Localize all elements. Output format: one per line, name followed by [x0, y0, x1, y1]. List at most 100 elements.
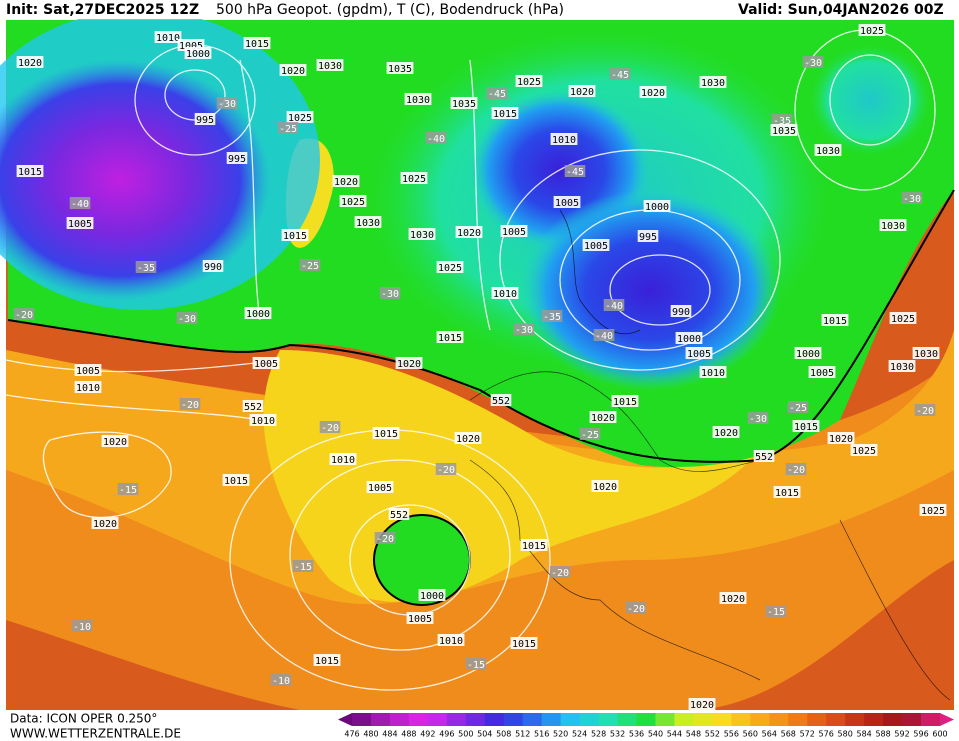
pressure-label: 552 — [755, 452, 773, 463]
temperature-label: -25 — [301, 261, 319, 272]
colorbar-swatch — [617, 713, 638, 726]
label-box — [490, 394, 512, 406]
pressure-label: 990 — [204, 262, 222, 273]
colorbar-swatch — [484, 713, 505, 726]
label-box — [919, 504, 947, 516]
colorbar-tick-label: 516 — [534, 730, 549, 739]
label-box — [753, 450, 775, 462]
label-box — [16, 56, 44, 68]
pressure-label: 1005 — [555, 198, 579, 209]
temperature-label: -20 — [321, 423, 339, 434]
label-box — [688, 698, 716, 710]
pressure-label: 1020 — [457, 228, 481, 239]
colorbar-tick-label: 560 — [743, 730, 758, 739]
colorbar-tick-label: 584 — [856, 730, 871, 739]
temperature-label: -20 — [551, 568, 569, 579]
pressure-label: 1025 — [517, 77, 541, 88]
label-box — [386, 62, 414, 74]
temperature-label: -30 — [218, 99, 236, 110]
label-box — [520, 539, 548, 551]
label-box — [101, 435, 129, 447]
map-fill — [0, 10, 955, 710]
pressure-label: 1035 — [772, 126, 796, 137]
pressure-label: 1005 — [687, 349, 711, 360]
pressure-label: 1020 — [591, 413, 615, 424]
temperature-label: -30 — [515, 325, 533, 336]
label-box — [593, 329, 615, 341]
pressure-label: 1010 — [76, 383, 100, 394]
label-box — [888, 360, 916, 372]
label-box — [582, 239, 610, 251]
colorbar-tick-label: 536 — [629, 730, 644, 739]
pressure-label: 1030 — [701, 78, 725, 89]
colorbar-swatch — [655, 713, 675, 726]
label-box — [74, 381, 102, 393]
colorbar-tick-label: 596 — [913, 730, 928, 739]
label-box — [372, 427, 400, 439]
label-box — [313, 654, 341, 666]
pressure-label: 1010 — [251, 416, 275, 427]
label-box — [879, 219, 907, 231]
colorbar-tick-label: 588 — [875, 730, 890, 739]
temperature-label: -45 — [611, 70, 629, 81]
colorbar-swatch — [731, 713, 751, 726]
pressure-label: 1015 — [315, 656, 339, 667]
colorbar-swatch — [352, 713, 372, 726]
temperature-label: -25 — [279, 124, 297, 135]
pressure-label: 552 — [492, 396, 510, 407]
temperature-label: -35 — [773, 116, 791, 127]
label-box — [625, 602, 647, 614]
label-box — [354, 216, 382, 228]
pressure-label: 995 — [639, 232, 657, 243]
pressure-label: 1005 — [502, 227, 526, 238]
label-box — [611, 395, 639, 407]
label-box — [785, 463, 807, 475]
colorbar-swatch — [845, 713, 865, 726]
colorbar-tick-label: 492 — [420, 730, 435, 739]
pressure-label: 1005 — [584, 241, 608, 252]
label-box — [319, 421, 341, 433]
label-box — [858, 24, 886, 36]
colorbar-tick-label: 508 — [496, 730, 511, 739]
map-title: 500 hPa Geopot. (gpdm), T (C), Bodendruc… — [216, 2, 564, 18]
temperature-label: -25 — [789, 403, 807, 414]
pressure-label: 1020 — [570, 87, 594, 98]
label-box — [491, 287, 519, 299]
colorbar-tick-label: 476 — [344, 730, 359, 739]
label-box — [550, 133, 578, 145]
pressure-label: 1020 — [18, 58, 42, 69]
pressure-label: 1015 — [224, 476, 248, 487]
pressure-label: 1025 — [860, 26, 884, 37]
temperature-label: -40 — [605, 301, 623, 312]
label-box — [712, 426, 740, 438]
label-box — [379, 287, 401, 299]
label-box — [69, 197, 91, 209]
label-box — [277, 122, 299, 134]
label-box — [515, 75, 543, 87]
pressure-label: 1015 — [613, 397, 637, 408]
pressure-label: 1025 — [891, 314, 915, 325]
temperature-label: -30 — [749, 414, 767, 425]
pressure-label: 1005 — [179, 41, 203, 52]
colorbar-swatch — [427, 713, 448, 726]
temperature-label: -35 — [137, 263, 155, 274]
label-box — [699, 366, 727, 378]
pressure-label: 1025 — [402, 174, 426, 185]
pressure-label: 1005 — [76, 366, 100, 377]
label-box — [802, 56, 824, 68]
label-box — [244, 307, 272, 319]
pressure-label: 1020 — [829, 434, 853, 445]
label-box — [91, 517, 119, 529]
label-box — [589, 411, 617, 423]
label-box — [395, 357, 423, 369]
label-box — [609, 68, 631, 80]
colorbar-swatch — [864, 713, 884, 726]
colorbar-tick-label: 540 — [648, 730, 663, 739]
temperature-label: -15 — [119, 485, 137, 496]
label-box — [226, 152, 248, 164]
pressure-label: 1015 — [493, 109, 517, 120]
temperature-label: -40 — [71, 199, 89, 210]
colorbar-tick-label: 576 — [819, 730, 834, 739]
temperature-label: -20 — [15, 310, 33, 321]
